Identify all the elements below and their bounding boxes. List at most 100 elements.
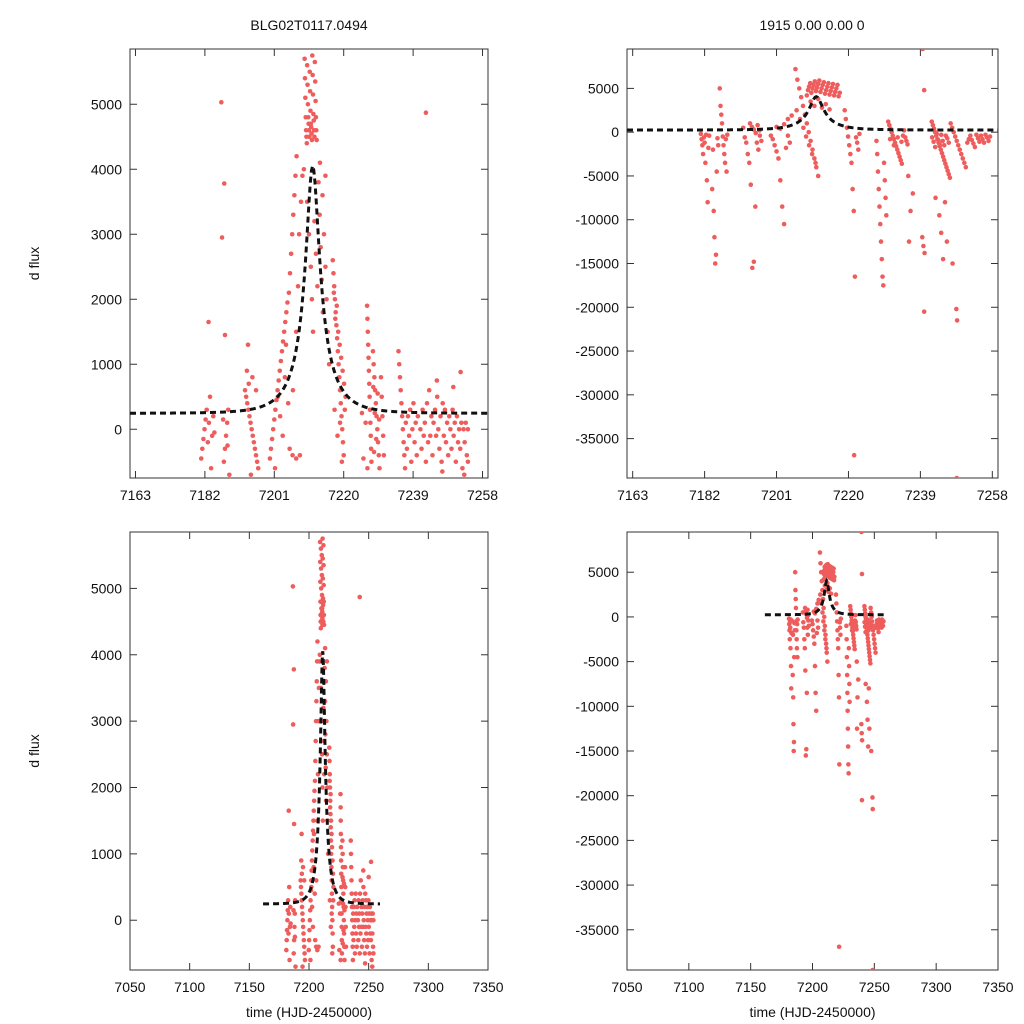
data-point	[367, 394, 372, 400]
data-point	[219, 100, 224, 105]
data-point	[968, 133, 973, 138]
data-point	[329, 864, 334, 870]
data-point	[308, 264, 314, 270]
data-point	[759, 138, 764, 144]
data-point	[350, 944, 355, 950]
data-point	[969, 137, 975, 143]
data-point	[808, 138, 813, 144]
data-point	[247, 413, 252, 419]
data-point	[367, 904, 373, 910]
data-point	[980, 136, 985, 142]
data-point	[781, 121, 787, 127]
data-point	[398, 387, 403, 393]
data-point	[723, 136, 729, 142]
data-point	[876, 629, 881, 635]
data-point	[876, 186, 882, 192]
data-point	[790, 632, 796, 638]
data-point	[286, 911, 292, 916]
data-point	[815, 173, 821, 179]
data-point	[343, 924, 349, 930]
y-tick-label: 0	[611, 124, 619, 140]
data-point	[803, 753, 809, 758]
data-point	[223, 433, 229, 439]
x-tick-label: 7350	[982, 979, 1013, 995]
data-point	[316, 944, 321, 950]
y-tick-label: 1000	[91, 846, 122, 862]
data-point	[408, 459, 414, 465]
data-point	[804, 121, 810, 126]
data-point	[851, 636, 856, 641]
data-point	[885, 119, 891, 124]
data-point	[350, 911, 356, 916]
data-point	[868, 605, 873, 611]
data-point	[940, 154, 946, 159]
data-point	[353, 891, 358, 896]
data-point	[972, 144, 978, 150]
data-point	[293, 173, 298, 179]
data-point	[818, 89, 823, 95]
data-point	[947, 175, 953, 180]
data-point	[794, 621, 800, 627]
data-point	[314, 679, 320, 684]
data-point	[340, 838, 345, 843]
x-tick-label: 7258	[467, 487, 498, 503]
data-point	[343, 944, 349, 950]
data-point	[368, 859, 374, 865]
data-point	[813, 88, 819, 94]
data-point	[813, 690, 818, 696]
data-point	[403, 420, 409, 426]
data-point	[461, 472, 467, 478]
data-point	[859, 797, 865, 803]
data-point	[312, 218, 317, 224]
data-point	[887, 136, 893, 142]
data-point	[339, 951, 345, 956]
data-point	[399, 400, 404, 406]
data-point	[307, 927, 312, 933]
data-point	[255, 465, 261, 471]
data-point	[702, 140, 707, 145]
data-point	[855, 695, 860, 700]
data-point	[340, 901, 346, 906]
data-point	[851, 208, 857, 214]
data-point	[300, 964, 305, 969]
data-point	[290, 212, 296, 218]
data-point	[816, 597, 821, 603]
data-point	[718, 112, 724, 117]
data-point	[314, 127, 319, 133]
data-point	[823, 636, 828, 642]
data-point	[281, 329, 287, 335]
data-point	[835, 636, 841, 642]
data-point	[312, 788, 317, 794]
data-point	[292, 924, 297, 930]
data-point	[366, 355, 371, 361]
data-point	[334, 335, 340, 341]
data-point	[454, 413, 460, 419]
data-point	[932, 144, 938, 150]
data-point	[379, 394, 384, 400]
data-point	[331, 290, 337, 296]
data-point	[848, 607, 853, 613]
data-point	[248, 420, 253, 426]
data-point	[304, 140, 310, 146]
data-point	[846, 143, 852, 148]
data-point	[440, 469, 445, 474]
data-point	[871, 636, 877, 642]
data-point	[287, 904, 293, 910]
data-point	[793, 596, 798, 602]
data-point	[930, 122, 936, 128]
y-tick-label: 4000	[91, 647, 122, 663]
data-point	[361, 884, 366, 890]
data-point	[938, 147, 944, 152]
data-point	[805, 87, 811, 93]
data-point	[368, 446, 374, 452]
data-point	[371, 951, 376, 956]
y-tick-label: 0	[611, 609, 619, 625]
data-point	[463, 420, 469, 426]
data-point	[357, 891, 363, 896]
data-point	[459, 420, 464, 426]
data-point	[397, 374, 403, 380]
data-point	[253, 387, 259, 393]
data-point	[335, 329, 341, 335]
data-point	[244, 368, 250, 374]
data-point	[299, 891, 304, 896]
